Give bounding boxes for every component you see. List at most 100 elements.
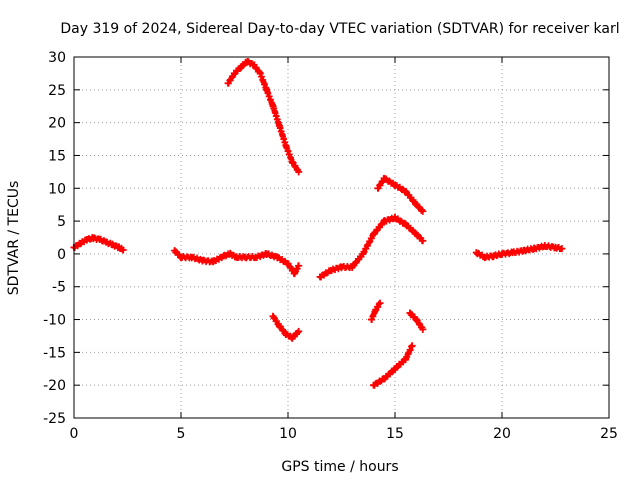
data-point: [282, 142, 290, 150]
series-trail: [225, 58, 302, 174]
y-tick-label: -25: [43, 411, 66, 427]
series-seg-6: [374, 174, 427, 215]
data-point: [237, 63, 245, 71]
data-point: [83, 235, 91, 243]
data-point: [295, 327, 303, 335]
x-axis-label: GPS time / hours: [281, 459, 398, 475]
data-point: [406, 309, 414, 317]
data-point: [402, 188, 410, 196]
data-point: [374, 184, 382, 192]
series-trail: [473, 241, 564, 261]
data-point: [370, 230, 378, 238]
data-point: [273, 253, 281, 261]
data-point: [481, 253, 489, 261]
data-point: [391, 214, 399, 222]
series-trail: [374, 175, 426, 214]
data-point: [269, 102, 277, 110]
data-point: [119, 246, 127, 254]
y-axis-label: SDTVAR / TECUs: [6, 181, 22, 296]
data-point: [391, 365, 399, 373]
data-point: [419, 237, 427, 245]
data-point: [370, 381, 378, 389]
data-point: [284, 260, 292, 268]
data-point: [269, 312, 277, 320]
data-point: [419, 207, 427, 215]
data-point: [282, 330, 290, 338]
y-tick-label: -10: [43, 313, 66, 329]
x-tick-label: 15: [386, 426, 404, 442]
data-point: [412, 230, 420, 238]
plot-frame: [73, 56, 610, 419]
data-point: [290, 270, 298, 278]
data-point: [519, 247, 527, 255]
data-point: [408, 342, 416, 350]
x-tick-label: 10: [279, 426, 297, 442]
data-point: [177, 253, 185, 261]
data-point: [226, 250, 234, 258]
series-seg-4: [269, 312, 303, 342]
y-tick-label: -20: [43, 378, 66, 394]
chart-title: Day 319 of 2024, Sidereal Day-to-day VTE…: [60, 21, 619, 37]
series-seg-3: [224, 58, 303, 176]
data-point: [295, 262, 303, 270]
axes: 0 5 10 15 20 25 -25 -20 -15 -10 -5 0 5 10 15 20 25 30: [43, 50, 618, 442]
data-point: [256, 69, 264, 77]
series-seg-9: [406, 309, 427, 333]
data-point: [558, 245, 566, 253]
y-tick-label: 10: [48, 181, 66, 197]
data-point: [552, 243, 559, 251]
data-point: [288, 334, 296, 342]
data-point: [391, 181, 399, 189]
data-point: [367, 316, 375, 324]
series-trail: [171, 247, 302, 277]
data-point: [233, 253, 241, 261]
data-point: [252, 253, 260, 261]
data-point: [275, 322, 283, 330]
data-point: [263, 86, 271, 94]
data-point: [115, 243, 123, 251]
data-point: [198, 256, 206, 264]
data-point: [402, 355, 410, 363]
data-point: [376, 299, 384, 307]
data-point: [241, 253, 249, 261]
data-point: [209, 258, 217, 266]
y-tick-label: -5: [52, 280, 66, 296]
data-point: [224, 79, 232, 87]
data-point: [89, 234, 97, 242]
data-point: [220, 252, 228, 260]
data-point: [359, 250, 367, 258]
series-seg-7: [367, 299, 384, 324]
data-point: [380, 217, 388, 225]
y-tick-label: 25: [48, 83, 66, 99]
x-tick-label: 0: [70, 426, 79, 442]
grid-lines: [74, 57, 609, 418]
y-tick-label: 20: [48, 116, 66, 132]
y-tick-label: 15: [48, 148, 66, 164]
series-seg-10: [472, 241, 566, 261]
data-point: [171, 247, 179, 255]
data-point: [530, 245, 538, 253]
data-point: [472, 249, 480, 257]
data-point: [509, 249, 517, 257]
data-point: [316, 273, 324, 281]
data-point: [231, 69, 238, 77]
data-point: [419, 325, 427, 333]
data-points: [70, 58, 566, 389]
data-point: [102, 238, 110, 246]
series-seg-8: [370, 342, 416, 389]
data-point: [412, 316, 420, 324]
data-point: [263, 250, 271, 258]
y-tick-label: 0: [57, 247, 66, 263]
y-tick-label: 5: [57, 214, 66, 230]
x-tick-label: 20: [493, 426, 511, 442]
data-point: [489, 252, 497, 260]
data-point: [402, 220, 410, 228]
data-point: [109, 241, 117, 249]
series-seg-5: [316, 213, 427, 281]
series-seg-2: [171, 247, 303, 278]
series-seg-1: [70, 234, 127, 254]
data-point: [380, 375, 388, 383]
x-tick-label: 5: [177, 426, 186, 442]
data-point: [498, 250, 506, 258]
